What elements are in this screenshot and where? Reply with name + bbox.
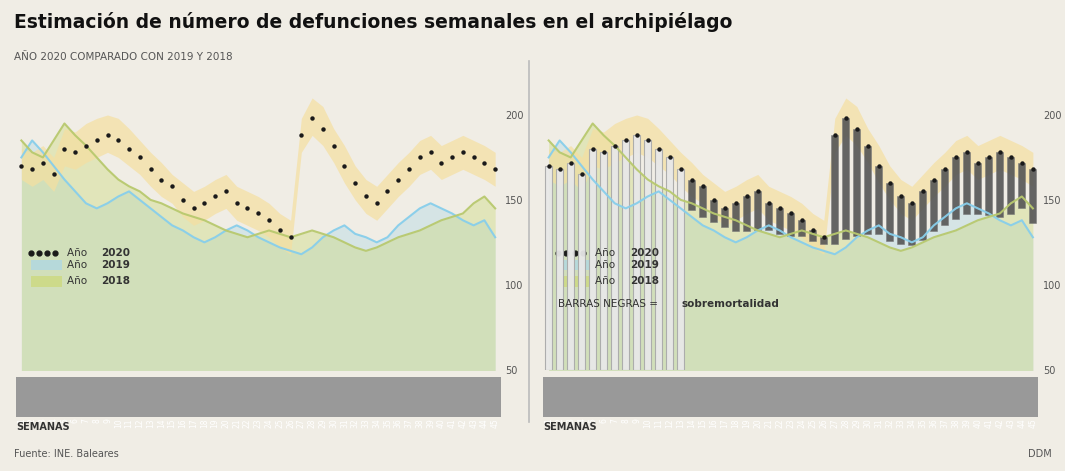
Bar — [853, 129, 861, 236]
Bar — [941, 169, 949, 225]
Text: Año: Año — [595, 260, 619, 270]
Bar — [974, 162, 982, 214]
FancyBboxPatch shape — [558, 260, 590, 270]
Text: SEMANAS: SEMANAS — [16, 422, 69, 431]
Bar — [897, 196, 904, 244]
Bar — [963, 152, 970, 214]
Text: 2018: 2018 — [629, 276, 659, 286]
Text: Año: Año — [67, 248, 91, 259]
Text: 2020: 2020 — [101, 248, 130, 259]
Bar — [787, 213, 794, 236]
Bar — [699, 187, 706, 217]
Bar — [798, 220, 805, 236]
Bar — [611, 146, 619, 370]
Bar — [1018, 162, 1026, 208]
Text: Fuente: INE. Baleares: Fuente: INE. Baleares — [14, 449, 118, 459]
Bar — [996, 152, 1003, 217]
FancyBboxPatch shape — [31, 276, 62, 286]
Bar — [655, 149, 662, 370]
Text: DDM: DDM — [1029, 449, 1052, 459]
Bar — [688, 179, 695, 210]
Bar — [809, 230, 817, 241]
Text: Año: Año — [67, 260, 91, 270]
Bar — [567, 162, 574, 370]
Bar — [842, 118, 850, 239]
Bar — [622, 140, 629, 370]
FancyBboxPatch shape — [31, 260, 62, 270]
Bar — [666, 157, 673, 370]
Bar — [831, 135, 838, 244]
Bar — [952, 157, 960, 219]
Bar — [908, 203, 916, 245]
Bar — [589, 149, 596, 370]
Text: AÑO 2020 COMPARADO CON 2019 Y 2018: AÑO 2020 COMPARADO CON 2019 Y 2018 — [14, 52, 232, 62]
Bar — [985, 157, 993, 215]
Bar — [886, 183, 894, 241]
Bar — [710, 200, 718, 222]
Bar — [776, 208, 784, 234]
Text: 2020: 2020 — [629, 248, 659, 259]
Text: Año: Año — [67, 276, 91, 286]
Text: SEMANAS: SEMANAS — [543, 422, 596, 431]
Text: 2019: 2019 — [629, 260, 658, 270]
Bar — [1029, 169, 1036, 223]
Text: Estimación de número de defunciones semanales en el archipiélago: Estimación de número de defunciones sema… — [14, 12, 733, 32]
Bar — [820, 237, 828, 244]
Text: Año: Año — [595, 276, 619, 286]
Bar — [1007, 157, 1015, 214]
Bar — [545, 166, 553, 370]
Bar — [721, 208, 728, 227]
Bar — [754, 191, 761, 230]
Bar — [633, 135, 640, 370]
Bar — [765, 203, 772, 230]
Bar — [743, 196, 751, 231]
Bar — [732, 203, 739, 231]
Bar — [875, 166, 883, 234]
Text: 2019: 2019 — [101, 260, 130, 270]
Bar — [578, 174, 586, 370]
Text: sobremortalidad: sobremortalidad — [682, 299, 780, 309]
Bar — [556, 169, 563, 370]
FancyBboxPatch shape — [558, 276, 590, 286]
Bar — [644, 140, 652, 370]
Bar — [864, 146, 871, 234]
Text: Año: Año — [595, 248, 619, 259]
Bar — [919, 191, 927, 240]
Bar — [930, 179, 937, 231]
Text: 2018: 2018 — [101, 276, 130, 286]
Bar — [677, 169, 685, 370]
Text: BARRAS NEGRAS =: BARRAS NEGRAS = — [558, 299, 661, 309]
Bar — [600, 152, 607, 370]
